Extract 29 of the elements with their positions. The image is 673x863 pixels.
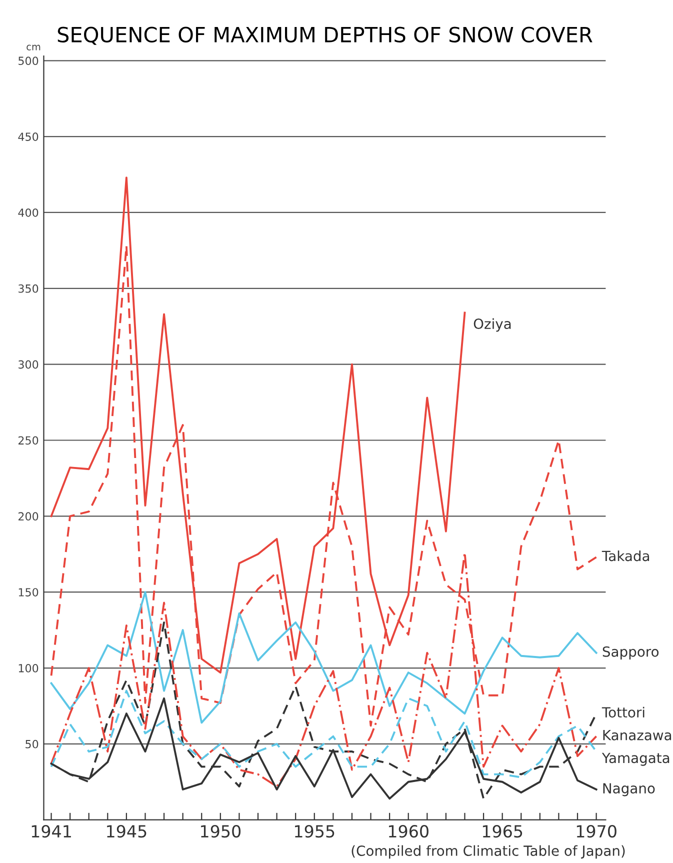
x-tick-label: 1955 xyxy=(295,825,334,838)
series-label: Yamagata xyxy=(602,752,670,766)
series-label: Nagano xyxy=(603,783,655,796)
x-tick-label: 1950 xyxy=(201,825,241,838)
y-tick-label: 150 xyxy=(18,588,38,596)
y-tick-label: 400 xyxy=(18,208,38,217)
x-tick-label: 1945 xyxy=(107,825,146,838)
series-label: Kanazawa xyxy=(603,730,672,740)
line-series xyxy=(50,591,598,724)
y-tick-label: 250 xyxy=(18,436,38,445)
y-tick-label: 500 xyxy=(18,56,38,66)
series-label: Sapporo xyxy=(602,646,659,660)
y-tick-label: 200 xyxy=(18,512,38,521)
y-tick-label: 50 xyxy=(26,740,38,748)
y-axis-title: cm xyxy=(26,44,40,50)
chart-title: SEQUENCE OF MAXIMUM DEPTHS OF SNOW COVER xyxy=(58,26,592,45)
series-label: Oziya xyxy=(474,318,511,332)
series-label: Takada xyxy=(602,550,650,562)
x-tick-label: 1941 xyxy=(32,825,71,838)
y-tick-label: 450 xyxy=(18,132,38,141)
text: (Compiled from Climatic Table of Japan) xyxy=(352,845,625,859)
line-series xyxy=(50,690,598,778)
x-tick-label: 1970 xyxy=(576,825,616,838)
y-tick-label: 350 xyxy=(18,284,38,293)
y-tick-label: 300 xyxy=(18,360,38,369)
x-tick-label: 1960 xyxy=(388,825,428,838)
y-tick-label: 100 xyxy=(18,664,38,672)
series-label: Tottori xyxy=(602,706,644,718)
x-tick-label: 1965 xyxy=(482,825,522,838)
